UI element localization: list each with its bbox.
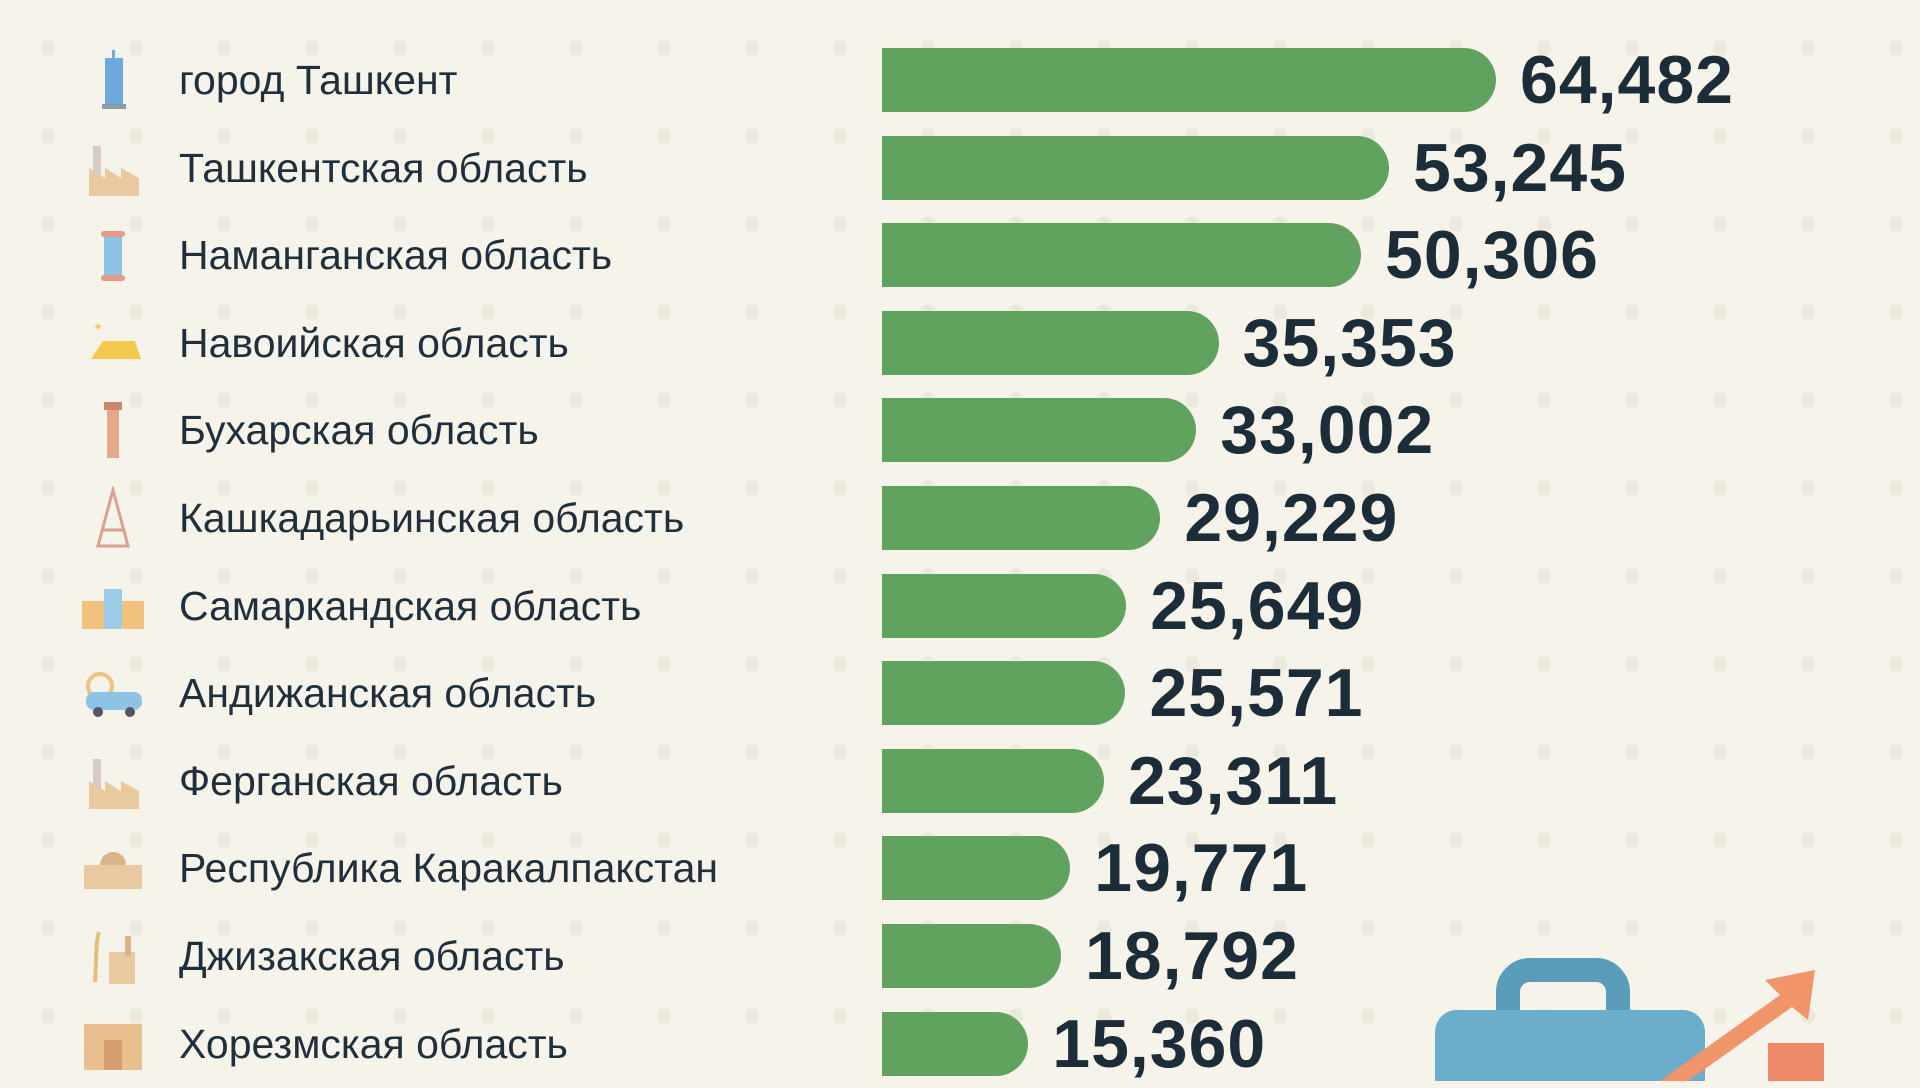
value-label: 23,311 bbox=[1127, 742, 1339, 819]
bar-row: Джизакская область 18,792 bbox=[0, 912, 1920, 1000]
fortress-icon bbox=[80, 838, 146, 898]
bar-row: Кашкадарьинская область 29,229 bbox=[0, 474, 1920, 562]
value-label: 35,353 bbox=[1242, 304, 1457, 381]
bar-row: Самаркандская область 25,649 bbox=[0, 562, 1920, 650]
bar bbox=[882, 573, 1127, 638]
briefcase-growth-illustration bbox=[1420, 940, 1840, 1088]
value-label: 29,229 bbox=[1184, 480, 1399, 556]
value-label: 33,002 bbox=[1220, 392, 1435, 469]
bar bbox=[882, 661, 1126, 726]
bar bbox=[882, 223, 1361, 288]
value-label: 50,306 bbox=[1385, 217, 1599, 294]
gold-bar-icon: ✦ bbox=[80, 313, 146, 373]
bar bbox=[882, 836, 1071, 901]
bar-row: Ташкентская область 53,245 bbox=[0, 124, 1920, 212]
value-label: 53,245 bbox=[1413, 129, 1627, 206]
value-label: 19,771 bbox=[1094, 830, 1309, 907]
bar bbox=[882, 924, 1061, 988]
bar-row: Наманганская область 50,306 bbox=[0, 211, 1920, 299]
category-label: Наманганская область bbox=[179, 232, 613, 279]
bar-row: Бухарская область 33,002 bbox=[0, 386, 1920, 474]
small-bar-icon bbox=[1768, 1043, 1824, 1088]
value-label: 15,360 bbox=[1052, 1005, 1267, 1082]
category-label: город Ташкент bbox=[179, 57, 458, 103]
bar-row: город Ташкент 64,482 bbox=[0, 36, 1920, 124]
car-icon bbox=[80, 663, 146, 723]
value-label: 25,571 bbox=[1149, 655, 1364, 732]
category-label: Навоийская область bbox=[179, 319, 569, 366]
bar bbox=[882, 48, 1496, 112]
bar bbox=[882, 310, 1219, 375]
bar bbox=[882, 748, 1104, 813]
registan-icon bbox=[80, 576, 146, 636]
category-label: Бухарская область bbox=[179, 407, 539, 454]
value-label: 25,649 bbox=[1150, 567, 1365, 644]
bar-row: Хорезмская область 15,360 bbox=[0, 1000, 1920, 1088]
svg-text:✦: ✦ bbox=[93, 320, 103, 334]
bar-row: Республика Каракалпакстан 19,771 bbox=[0, 824, 1920, 912]
category-label: Хорезмская область bbox=[179, 1020, 568, 1067]
thread-spool-icon bbox=[80, 225, 146, 285]
value-label: 64,482 bbox=[1520, 42, 1734, 118]
category-label: Ферганская область bbox=[179, 757, 563, 804]
category-label: Андижанская область bbox=[179, 670, 597, 717]
value-label: 18,792 bbox=[1084, 918, 1299, 994]
factory-icon bbox=[80, 138, 146, 198]
bar bbox=[882, 398, 1197, 463]
factory-icon bbox=[80, 751, 146, 811]
bar bbox=[882, 486, 1161, 550]
bar-row: Андижанская область 25,571 bbox=[0, 649, 1920, 737]
bar bbox=[882, 1011, 1029, 1076]
bar-row: Ферганская область 23,311 bbox=[0, 737, 1920, 825]
briefcase-icon bbox=[1435, 958, 1824, 1088]
oil-derrick-icon bbox=[80, 486, 146, 548]
category-label: Кашкадарьинская область bbox=[179, 495, 685, 541]
category-label: Джизакская область bbox=[179, 933, 565, 979]
arrow-up-icon bbox=[1660, 970, 1815, 1081]
wheat-factory-icon bbox=[80, 926, 146, 986]
skyscraper-icon bbox=[80, 50, 146, 110]
city-gate-icon bbox=[80, 1014, 146, 1074]
bar-row: ✦ Навоийская область 35,353 bbox=[0, 299, 1920, 387]
category-label: Республика Каракалпакстан bbox=[179, 845, 719, 892]
bar bbox=[882, 135, 1389, 200]
category-label: Ташкентская область bbox=[179, 144, 588, 191]
minaret-icon bbox=[80, 400, 146, 460]
category-label: Самаркандская область bbox=[179, 582, 642, 629]
